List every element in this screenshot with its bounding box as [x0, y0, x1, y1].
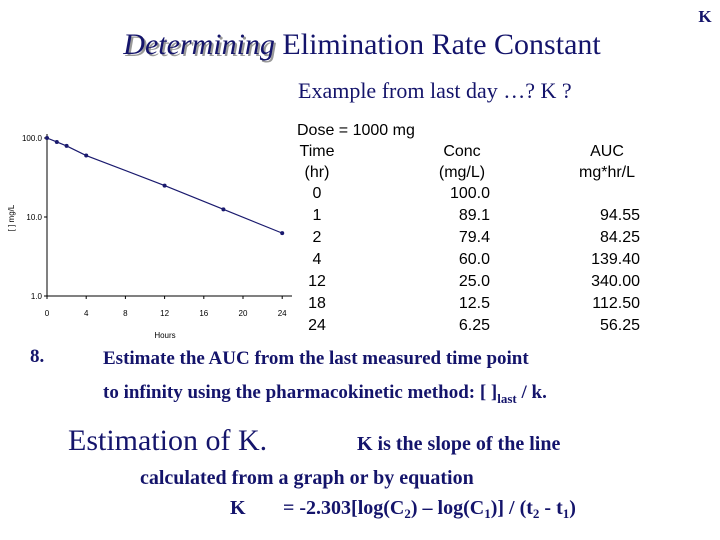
- x-tick-label: 8: [123, 309, 128, 318]
- table-cell: 25.0: [459, 273, 490, 290]
- equation: K = -2.303[log(C2) – log(C1)] / (t2 - t1): [230, 497, 576, 521]
- item-sub: last: [497, 391, 517, 406]
- equation-lhs: K: [230, 497, 246, 519]
- column-header: (hr): [305, 164, 330, 181]
- table-cell: 100.0: [450, 185, 490, 202]
- estimation-text: K is the slope of the line: [357, 433, 560, 455]
- table-cell: 112.50: [592, 295, 640, 312]
- x-tick-label: 24: [278, 309, 287, 318]
- item-text: to infinity using the pharmacokinetic me…: [103, 382, 497, 403]
- table-cell: 24: [308, 317, 326, 334]
- item-line: Estimate the AUC from the last measured …: [103, 348, 529, 369]
- data-point: [162, 183, 167, 188]
- y-axis-label: [ ] mg/L: [7, 204, 16, 231]
- corner-label: K: [698, 7, 712, 26]
- table-cell: 89.1: [459, 207, 490, 224]
- y-tick-label: 100.0: [22, 134, 43, 143]
- table-cell: 60.0: [459, 251, 490, 268]
- y-tick-label: 10.0: [26, 213, 42, 222]
- title-rest: Elimination Rate Constant: [282, 28, 601, 61]
- table-cell: 340.00: [591, 273, 640, 290]
- table-cell: 6.25: [459, 317, 490, 334]
- table-cell: 94.55: [600, 207, 640, 224]
- x-tick-label: 12: [160, 309, 169, 318]
- item-number: 8.: [30, 346, 44, 367]
- chart: 1.0 10.0 100.0 0 4 8 12 16 20 24 Hours [ ] mg/L: [7, 134, 292, 340]
- data-point: [280, 231, 285, 236]
- estimation-text: calculated from a graph or by equation: [140, 467, 474, 489]
- column-header: Conc: [443, 143, 480, 160]
- data-point: [45, 136, 49, 140]
- title: Determining Elimination Rate Constant: [122, 28, 601, 61]
- equation-sub: 1: [563, 506, 570, 521]
- equation-part: ): [569, 497, 576, 519]
- data-point: [84, 153, 89, 158]
- table-cell: 12: [308, 273, 326, 290]
- column-header: (mg/L): [439, 164, 485, 181]
- table-cell: 1: [313, 207, 322, 224]
- equation-sub: 1: [484, 506, 491, 521]
- column-header: Time: [300, 143, 335, 160]
- estimation-heading: Estimation of K.: [68, 424, 267, 457]
- data-point: [64, 143, 69, 148]
- equation-sub: 2: [404, 506, 411, 521]
- column-header: AUC: [590, 143, 624, 160]
- table-cell: 79.4: [459, 229, 490, 246]
- subtitle: Example from last day …? K ?: [298, 78, 572, 103]
- equation-part: ) – log(C: [411, 497, 484, 519]
- table-cell: 56.25: [600, 317, 640, 334]
- equation-sub: 2: [533, 506, 540, 521]
- table-cell: 84.25: [600, 229, 640, 246]
- x-tick-label: 4: [84, 309, 89, 318]
- data-point: [54, 139, 59, 144]
- x-axis-label: Hours: [154, 331, 175, 340]
- equation-part: = -2.303[log(C: [283, 497, 404, 519]
- table-cell: 12.5: [459, 295, 490, 312]
- x-tick-label: 16: [199, 309, 208, 318]
- table-cell: 0: [313, 185, 322, 202]
- y-tick-label: 1.0: [31, 292, 43, 301]
- column-header: mg*hr/L: [579, 164, 635, 181]
- table-cell: 139.40: [591, 251, 640, 268]
- item-text: / k.: [517, 382, 547, 403]
- x-tick-label: 0: [45, 309, 50, 318]
- title-emphasis: Determining: [122, 28, 275, 61]
- item-line: to infinity using the pharmacokinetic me…: [103, 382, 547, 406]
- dose: Dose = 1000 mg: [297, 122, 415, 139]
- equation-part: )] / (t: [491, 497, 534, 519]
- table-cell: 4: [313, 251, 322, 268]
- table-cell: 2: [313, 229, 322, 246]
- data-point: [221, 207, 226, 212]
- table-cell: 18: [308, 295, 326, 312]
- x-tick-label: 20: [239, 309, 248, 318]
- equation-part: - t: [539, 497, 563, 519]
- table: Dose = 1000 mg Time (hr) Conc (mg/L) AUC mg*hr…: [297, 122, 640, 334]
